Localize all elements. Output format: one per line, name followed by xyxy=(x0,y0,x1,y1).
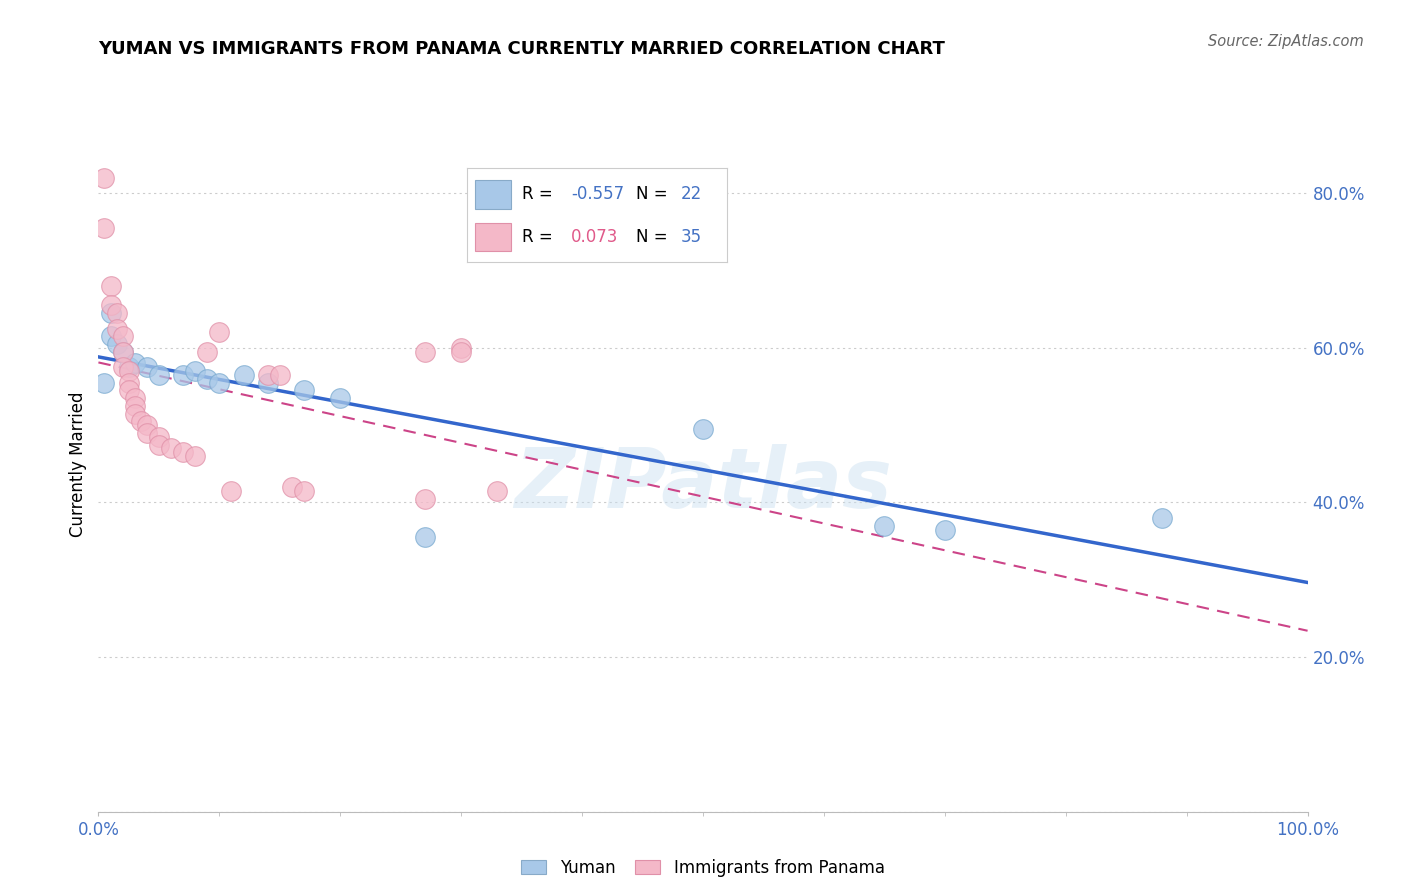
Point xyxy=(111,344,134,359)
Point xyxy=(256,376,278,390)
Point xyxy=(135,418,157,433)
Point xyxy=(184,364,207,378)
Point xyxy=(100,279,122,293)
Point xyxy=(148,368,170,382)
Text: ZIPatlas: ZIPatlas xyxy=(515,444,891,525)
Point xyxy=(124,407,146,421)
Point xyxy=(135,360,157,375)
Point xyxy=(413,344,436,359)
Point xyxy=(184,449,207,463)
Point xyxy=(105,337,128,351)
Point xyxy=(292,384,315,398)
Point xyxy=(934,523,956,537)
Point xyxy=(105,306,128,320)
Point xyxy=(413,491,436,506)
Point xyxy=(100,306,122,320)
Point xyxy=(118,364,141,378)
Point xyxy=(105,321,128,335)
Point xyxy=(450,341,472,355)
Point xyxy=(208,326,231,340)
Point xyxy=(100,298,122,312)
Point xyxy=(1152,511,1174,525)
Y-axis label: Currently Married: Currently Married xyxy=(69,391,87,537)
Text: Source: ZipAtlas.com: Source: ZipAtlas.com xyxy=(1208,34,1364,49)
Point xyxy=(100,329,122,343)
Point xyxy=(118,360,141,375)
Point xyxy=(256,368,278,382)
Point xyxy=(195,372,218,386)
Point xyxy=(135,425,157,440)
Point xyxy=(111,360,134,375)
Point xyxy=(129,414,152,428)
Point xyxy=(281,480,304,494)
Point xyxy=(93,170,115,185)
Point xyxy=(111,344,134,359)
Text: YUMAN VS IMMIGRANTS FROM PANAMA CURRENTLY MARRIED CORRELATION CHART: YUMAN VS IMMIGRANTS FROM PANAMA CURRENTL… xyxy=(98,40,945,58)
Point xyxy=(208,376,231,390)
Point xyxy=(269,368,291,382)
Point xyxy=(329,391,352,405)
Point xyxy=(486,483,509,498)
Point xyxy=(124,391,146,405)
Point xyxy=(873,518,896,533)
Point xyxy=(93,376,115,390)
Point xyxy=(118,384,141,398)
Point xyxy=(124,399,146,413)
Point xyxy=(118,376,141,390)
Point xyxy=(195,344,218,359)
Legend: Yuman, Immigrants from Panama: Yuman, Immigrants from Panama xyxy=(515,852,891,883)
Point xyxy=(172,368,194,382)
Point xyxy=(413,530,436,544)
Point xyxy=(292,483,315,498)
Point xyxy=(111,329,134,343)
Point xyxy=(124,356,146,370)
Point xyxy=(232,368,254,382)
Point xyxy=(160,442,183,456)
Point xyxy=(692,422,714,436)
Point xyxy=(450,344,472,359)
Point xyxy=(148,430,170,444)
Point xyxy=(221,483,243,498)
Point xyxy=(148,437,170,451)
Point xyxy=(93,221,115,235)
Point xyxy=(172,445,194,459)
